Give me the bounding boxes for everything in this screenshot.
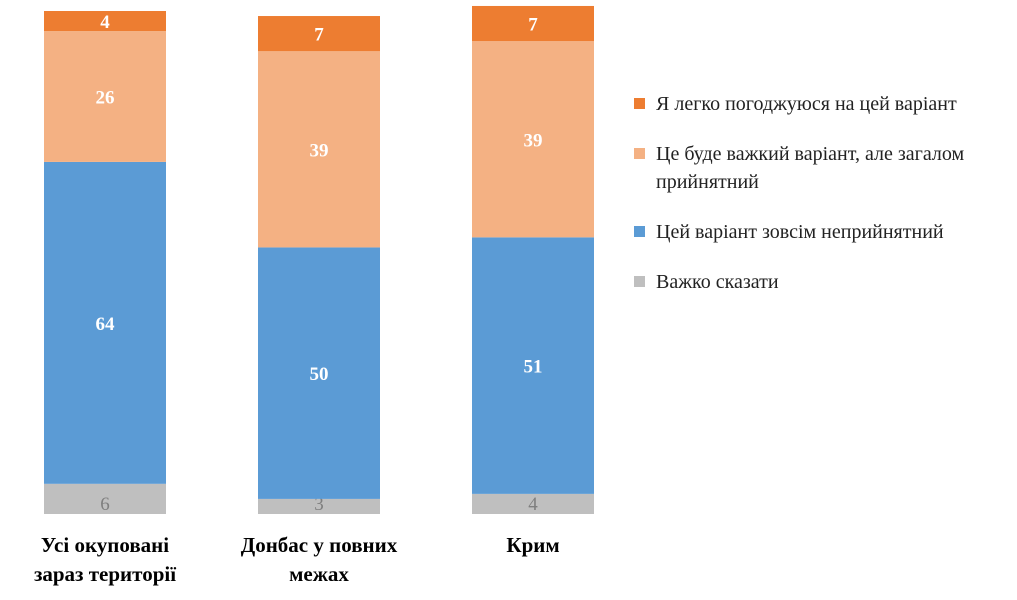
bar-segment-unacceptable [258,247,380,499]
legend-label: Цей варіант зовсім неприйнятний [656,221,944,243]
data-label: 4 [528,494,538,515]
chart-legend: Я легко погоджуюся на цей варіант Це буд… [634,90,1014,318]
data-label: 26 [96,88,115,109]
category-label: Усі окуповані зараз території [34,533,176,586]
bar-segment-easily-agree [258,16,380,52]
stacked-bar-chart: 6 64 26 4 Усі окуповані зараз території 3 50 39 7… [34,5,594,586]
legend-item-easily-agree: Я легко погоджуюся на цей варіант [634,90,1014,118]
legend-swatch [634,148,645,159]
legend-label: Важко сказати [656,271,779,293]
bar-segment-hard-to-say [258,498,380,514]
bar-segment-hard-to-say [44,483,166,514]
legend-item-unacceptable: Цей варіант зовсім неприйнятний [634,218,1014,246]
data-label: 39 [524,130,543,151]
data-label: 39 [310,140,329,161]
legend-item-hard-to-say: Важко сказати [634,268,1014,296]
data-label: 64 [96,314,116,335]
bar-segment-difficult-acceptable [44,31,166,162]
legend-swatch [634,98,645,109]
data-label: 4 [100,12,110,33]
data-label: 51 [524,357,543,378]
legend-swatch [634,276,645,287]
data-label: 3 [314,494,324,515]
data-label: 50 [310,364,329,385]
bar-segment-difficult-acceptable [472,41,594,238]
bar-segment-hard-to-say [472,493,594,514]
bar-segment-unacceptable [472,237,594,494]
bar-segment-difficult-acceptable [258,51,380,248]
category-label: Донбас у повних межах [241,533,398,586]
bar-segment-easily-agree [472,5,594,42]
data-label: 7 [528,15,538,36]
legend-swatch [634,226,645,237]
bar-segment-unacceptable [44,161,166,484]
category-label: Крим [506,533,559,557]
legend-item-difficult-acceptable: Це буде важкий варіант, але загалом прий… [634,140,1014,196]
data-label: 6 [100,494,110,515]
legend-label: Це буде важкий варіант, але загалом прий… [656,143,965,193]
data-label: 7 [314,25,324,46]
bar-segment-easily-agree [44,11,166,32]
legend-label: Я легко погоджуюся на цей варіант [656,93,957,115]
